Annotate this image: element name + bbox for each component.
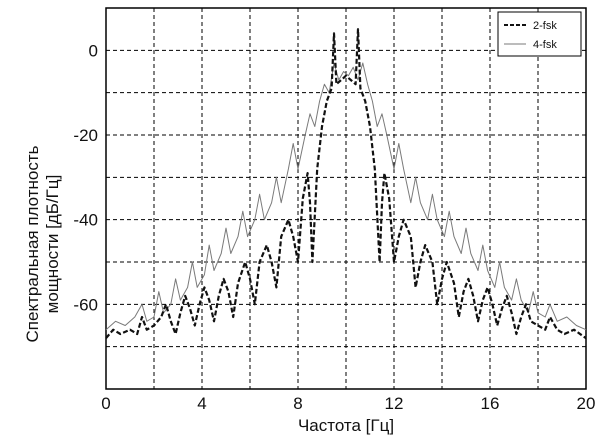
y-tick-label: -40 [73, 211, 98, 230]
x-tick-label: 4 [197, 394, 206, 413]
x-axis-title: Частота [Гц] [298, 416, 394, 435]
x-tick-label: 8 [293, 394, 302, 413]
y-axis-title-line-2: мощности [дБ/Гц] [43, 175, 62, 314]
y-tick-labels: 0 -20 -40 -60 [73, 41, 98, 314]
legend: 2-fsk 4-fsk [497, 11, 582, 57]
legend-label-4fsk: 4-fsk [533, 39, 557, 51]
x-tick-label: 16 [481, 394, 500, 413]
series-4-fsk-line [105, 62, 587, 331]
x-tick-label: 0 [101, 394, 110, 413]
x-tick-label: 12 [385, 394, 404, 413]
y-tick-label: -60 [73, 295, 98, 314]
legend-box [497, 11, 582, 57]
series-2-fsk-line [105, 28, 587, 340]
y-tick-label: 0 [89, 41, 98, 60]
y-axis-title: Спектральная плотность мощности [дБ/Гц] [23, 145, 62, 342]
x-tick-label: 20 [577, 394, 596, 413]
y-axis-title-line-1: Спектральная плотность [23, 145, 42, 342]
y-tick-label: -20 [73, 126, 98, 145]
legend-label-2fsk: 2-fsk [533, 20, 557, 32]
x-tick-labels: 0 4 8 12 16 20 [101, 394, 595, 413]
series-layer [105, 28, 587, 340]
